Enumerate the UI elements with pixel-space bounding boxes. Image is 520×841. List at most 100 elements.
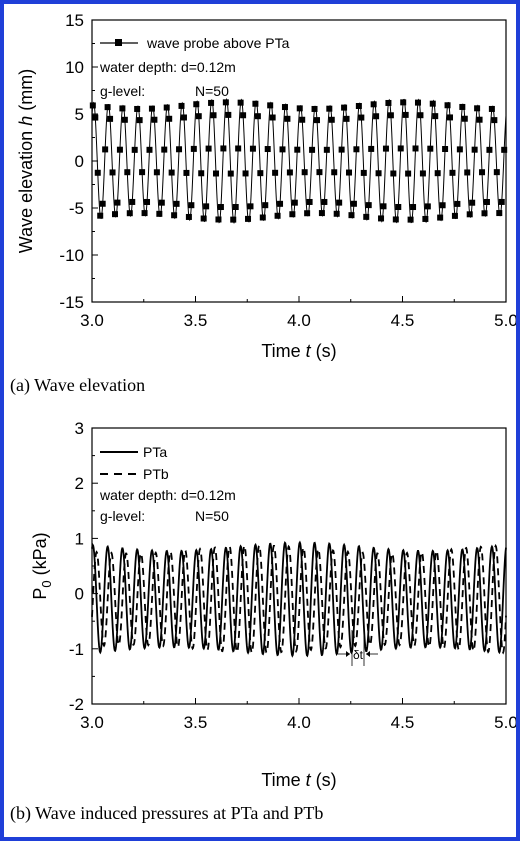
wave-elevation-marker xyxy=(442,146,449,153)
wave-elevation-marker xyxy=(281,104,288,111)
panel-b-y-tick-label: 3 xyxy=(75,419,84,438)
wave-elevation-marker xyxy=(269,114,276,121)
delta-t-right-arrowhead xyxy=(366,651,370,657)
wave-elevation-marker xyxy=(350,200,357,207)
wave-elevation-marker xyxy=(493,169,500,176)
wave-elevation-marker xyxy=(336,199,343,206)
wave-elevation-marker xyxy=(203,203,210,210)
wave-elevation-marker xyxy=(144,198,151,205)
wave-elevation-marker xyxy=(296,105,303,112)
wave-elevation-marker xyxy=(205,145,212,152)
wave-elevation-marker xyxy=(277,200,284,207)
wave-elevation-marker xyxy=(380,203,387,210)
wave-elevation-marker xyxy=(153,169,160,176)
wave-elevation-marker xyxy=(402,111,409,118)
panel-a-x-tick-label: 5.0 xyxy=(494,311,516,330)
wave-elevation-marker xyxy=(309,146,316,153)
wave-elevation-marker xyxy=(134,105,141,112)
wave-elevation-marker xyxy=(97,212,104,219)
wave-elevation-marker xyxy=(360,169,367,176)
wave-elevation-marker xyxy=(121,116,128,123)
wave-elevation-marker xyxy=(139,169,146,176)
panel-b-x-axis: 3.0 3.5 4.0 4.5 5.0 xyxy=(80,698,516,732)
legend-b-glevel-value: N=50 xyxy=(195,508,229,524)
panel-a-y-tick-label: -10 xyxy=(59,246,84,265)
wave-elevation-marker xyxy=(331,169,338,176)
wave-elevation-marker xyxy=(163,104,170,111)
wave-elevation-marker xyxy=(343,115,350,122)
wave-elevation-marker xyxy=(215,216,222,223)
wave-elevation-marker xyxy=(272,169,279,176)
wave-elevation-marker xyxy=(412,145,419,152)
legend-a-glevel-label: g-level: xyxy=(100,83,145,99)
wave-elevation-marker xyxy=(432,113,439,120)
panel-a-x-axis-label: Time t (s) xyxy=(261,341,336,361)
wave-elevation-marker xyxy=(119,105,126,112)
wave-elevation-marker xyxy=(254,113,261,120)
panel-b-x-tick-label: 4.5 xyxy=(391,713,415,732)
wave-elevation-marker xyxy=(129,198,136,205)
wave-elevation-marker xyxy=(328,116,335,123)
panel-a-x-axis: 3.0 3.5 4.0 4.5 5.0 xyxy=(80,296,516,330)
wave-elevation-marker xyxy=(188,202,195,209)
wave-elevation-marker xyxy=(136,117,143,124)
wave-elevation-marker xyxy=(166,115,173,122)
wave-elevation-marker xyxy=(318,210,325,217)
wave-elevation-marker xyxy=(180,114,187,121)
delta-t-left-arrowhead xyxy=(346,651,350,657)
wave-elevation-marker xyxy=(370,101,377,108)
wave-elevation-marker xyxy=(429,100,436,107)
wave-elevation-marker xyxy=(173,200,180,207)
wave-elevation-marker xyxy=(220,145,227,152)
wave-elevation-marker xyxy=(274,212,281,219)
wave-elevation-marker xyxy=(316,169,323,176)
wave-elevation-marker xyxy=(341,104,348,111)
panel-b-y-tick-label: -1 xyxy=(69,640,84,659)
wave-elevation-marker xyxy=(200,215,207,222)
panel-a-x-tick-label: 3.5 xyxy=(184,311,208,330)
wave-elevation-marker xyxy=(183,169,190,176)
wave-elevation-marker xyxy=(217,204,224,211)
panel-b-y-axis-label: P0 (kPa) xyxy=(30,532,54,599)
wave-elevation-marker xyxy=(195,113,202,120)
wave-elevation-marker xyxy=(422,215,429,222)
wave-elevation-marker xyxy=(419,170,426,177)
wave-elevation-marker xyxy=(267,102,274,109)
wave-elevation-marker xyxy=(111,211,118,218)
wave-elevation-marker xyxy=(427,145,434,152)
wave-elevation-marker xyxy=(257,170,264,177)
wave-elevation-marker xyxy=(486,146,493,153)
panel-b-y-axis: -2 -1 0 1 2 3 xyxy=(69,419,98,714)
panel-a-y-tick-label: 0 xyxy=(75,152,84,171)
wave-elevation-marker xyxy=(311,105,318,112)
panel-a-y-axis-label: Wave elevation h (mm) xyxy=(16,69,36,253)
delta-t-label: δt xyxy=(353,648,364,662)
wave-elevation-marker xyxy=(109,169,116,176)
wave-elevation-marker xyxy=(479,169,486,176)
wave-elevation-marker xyxy=(210,112,217,119)
wave-elevation-marker xyxy=(294,146,301,153)
wave-elevation-marker xyxy=(198,170,205,177)
wave-elevation-marker xyxy=(227,170,234,177)
wave-elevation-marker xyxy=(116,146,123,153)
wave-elevation-marker xyxy=(390,170,397,177)
wave-elevation-marker xyxy=(286,169,293,176)
panel-a-x-tick-label: 3.0 xyxy=(80,311,104,330)
wave-elevation-marker xyxy=(414,99,421,106)
legend-a-series-label: wave probe above PTa xyxy=(146,35,290,51)
wave-elevation-marker xyxy=(397,145,404,152)
wave-elevation-marker xyxy=(461,115,468,122)
panel-b-x-tick-label: 5.0 xyxy=(494,713,516,732)
legend-a-marker-sample xyxy=(115,39,122,46)
legend-b-pta-label: PTa xyxy=(143,444,167,460)
legend-b-depth: water depth: d=0.12m xyxy=(99,487,236,503)
wave-elevation-marker xyxy=(158,199,165,206)
wave-elevation-marker xyxy=(353,146,360,153)
wave-elevation-marker xyxy=(89,102,96,109)
wave-elevation-marker xyxy=(338,146,345,153)
wave-elevation-marker xyxy=(264,146,271,153)
panel-b-y-tick-label: 2 xyxy=(75,474,84,493)
wave-elevation-marker xyxy=(178,102,185,109)
wave-elevation-marker xyxy=(313,117,320,124)
wave-elevation-marker xyxy=(291,199,298,206)
